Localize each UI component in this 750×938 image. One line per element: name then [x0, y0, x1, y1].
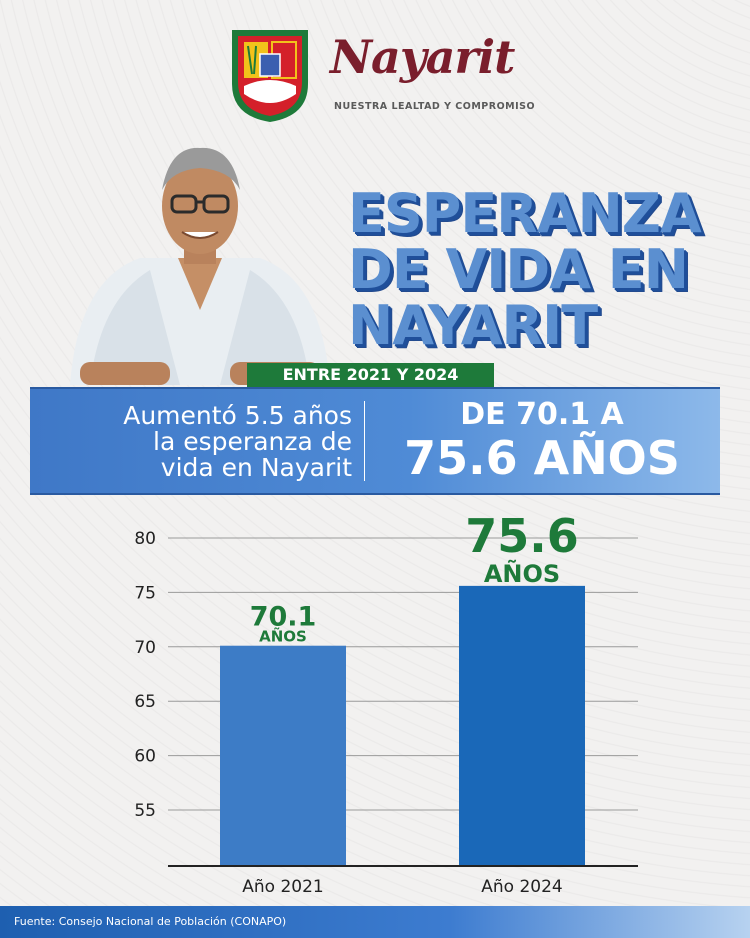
bar-0 [220, 645, 346, 866]
title-line-2: DE VIDA EN [348, 238, 689, 301]
period-badge: ENTRE 2021 Y 2024 [247, 363, 494, 387]
summary-line-1: Aumentó 5.5 años [123, 401, 352, 430]
life-expectancy-chart: 55 60 65 70 75 80 70.1 AÑOS Año 2021 75.6 AÑOS Año … [0, 500, 750, 900]
title-line-3: NAYARIT [348, 294, 598, 357]
footer-bar: Fuente: Consejo Nacional de Población (C… [0, 906, 750, 938]
y-tick-label-65: 65 [134, 692, 156, 712]
data-label-unit-0: AÑOS [259, 627, 307, 646]
bar-1 [459, 585, 585, 866]
state-shield-logo [232, 30, 308, 122]
y-tick-label-80: 80 [134, 529, 156, 549]
x-category-label-1: Año 2024 [481, 877, 562, 897]
data-label-value-0: 70.1 [250, 602, 317, 633]
summary-text: Aumentó 5.5 años la esperanza de vida en… [30, 403, 352, 481]
range-to-text: 75.6 AÑOS [404, 431, 680, 485]
summary-line-3: vida en Nayarit [160, 453, 352, 482]
data-label-unit-1: AÑOS [484, 559, 560, 588]
y-tick-label-75: 75 [134, 583, 156, 603]
source-note: Fuente: Consejo Nacional de Población (C… [14, 915, 287, 928]
range-from-text: DE 70.1 A [460, 397, 624, 432]
summary-line-2: la esperanza de [153, 427, 352, 456]
brand-tagline: NUESTRA LEALTAD Y COMPROMISO [334, 101, 536, 112]
y-tick-label-55: 55 [134, 801, 156, 821]
elderly-man-photo [70, 147, 330, 385]
data-label-value-1: 75.6 [465, 509, 579, 563]
page-title: ESPERANZA DE VIDA EN NAYARIT [348, 186, 708, 354]
brand-name: Nayarit [330, 30, 515, 84]
y-tick-label-60: 60 [134, 747, 156, 767]
y-tick-label-70: 70 [134, 638, 156, 658]
summary-banner: Aumentó 5.5 años la esperanza de vida en… [30, 387, 720, 495]
banner-divider [364, 401, 365, 481]
x-category-label-0: Año 2021 [242, 877, 323, 897]
title-line-1: ESPERANZA [348, 182, 702, 245]
